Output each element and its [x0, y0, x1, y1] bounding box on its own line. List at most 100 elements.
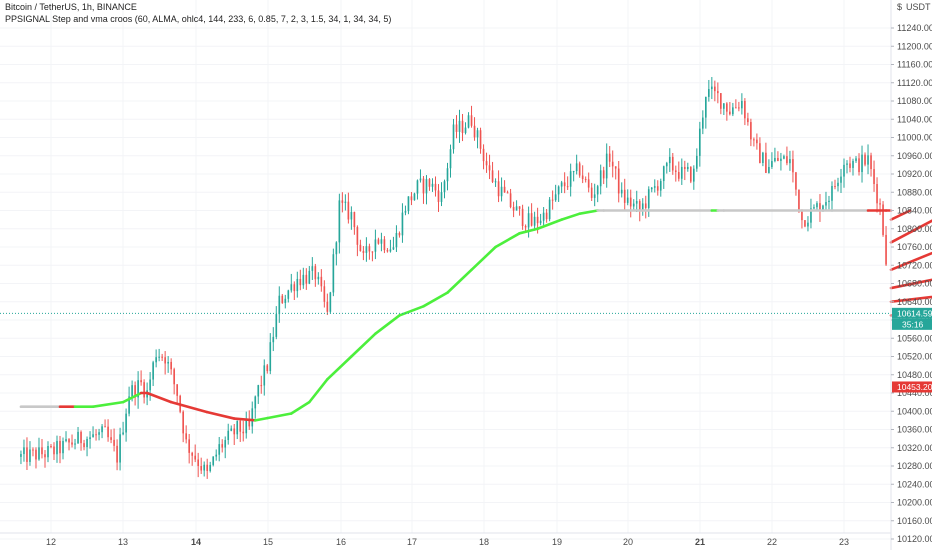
- candle[interactable]: [774, 147, 776, 163]
- candle[interactable]: [711, 77, 713, 100]
- candle[interactable]: [674, 165, 677, 182]
- candle[interactable]: [686, 162, 689, 172]
- candle[interactable]: [419, 169, 422, 183]
- candle[interactable]: [47, 441, 49, 463]
- candle[interactable]: [101, 424, 103, 439]
- candle[interactable]: [575, 154, 578, 175]
- candle[interactable]: [701, 110, 704, 135]
- candle[interactable]: [503, 180, 506, 193]
- candle[interactable]: [233, 423, 236, 445]
- candle[interactable]: [852, 158, 854, 176]
- candles[interactable]: [20, 77, 887, 479]
- candle[interactable]: [425, 175, 428, 205]
- candle[interactable]: [218, 436, 221, 462]
- candle[interactable]: [608, 146, 611, 168]
- candle[interactable]: [494, 178, 497, 187]
- candle[interactable]: [164, 351, 166, 375]
- candle[interactable]: [659, 178, 662, 197]
- candle[interactable]: [530, 203, 533, 227]
- price-axis[interactable]: 11240.00 11200.00 11160.00 11120.00 11080.00…: [891, 23, 932, 544]
- candle[interactable]: [137, 371, 139, 409]
- candle[interactable]: [864, 152, 866, 167]
- candle[interactable]: [311, 257, 314, 280]
- candle[interactable]: [317, 272, 320, 285]
- candle[interactable]: [479, 127, 482, 154]
- candle[interactable]: [542, 207, 545, 228]
- candle[interactable]: [350, 206, 353, 230]
- candle[interactable]: [587, 172, 590, 193]
- candle[interactable]: [413, 192, 416, 201]
- candle[interactable]: [395, 225, 398, 252]
- candle[interactable]: [50, 444, 52, 449]
- candle[interactable]: [548, 197, 551, 222]
- candle[interactable]: [656, 180, 659, 196]
- candle[interactable]: [695, 148, 698, 172]
- candle[interactable]: [200, 457, 203, 474]
- time-axis[interactable]: 12 13 14 15 16 17 18 19 20 21 22 23: [46, 537, 849, 547]
- candle[interactable]: [380, 232, 383, 252]
- candle[interactable]: [455, 115, 458, 139]
- candle[interactable]: [708, 79, 710, 102]
- candle[interactable]: [629, 189, 632, 218]
- candle[interactable]: [584, 176, 587, 183]
- candle[interactable]: [290, 273, 293, 293]
- candle[interactable]: [314, 263, 317, 287]
- candle[interactable]: [599, 164, 602, 195]
- candle[interactable]: [557, 185, 560, 202]
- candle[interactable]: [338, 193, 341, 254]
- candle[interactable]: [819, 194, 821, 222]
- candle[interactable]: [683, 160, 686, 181]
- candle[interactable]: [698, 121, 701, 167]
- candle[interactable]: [680, 158, 683, 185]
- candle[interactable]: [422, 175, 425, 204]
- candle[interactable]: [356, 225, 359, 257]
- candle[interactable]: [68, 438, 70, 451]
- candle[interactable]: [476, 127, 479, 149]
- candle[interactable]: [20, 450, 22, 465]
- candle[interactable]: [26, 437, 28, 471]
- candle[interactable]: [729, 101, 731, 116]
- candle[interactable]: [74, 438, 76, 450]
- candle[interactable]: [434, 176, 437, 197]
- candle[interactable]: [563, 172, 566, 194]
- candle[interactable]: [689, 166, 692, 184]
- candle[interactable]: [32, 447, 34, 457]
- candle[interactable]: [227, 423, 230, 445]
- candle[interactable]: [254, 395, 257, 419]
- candle[interactable]: [140, 370, 142, 386]
- candle[interactable]: [62, 437, 64, 460]
- candle[interactable]: [98, 428, 100, 441]
- candle[interactable]: [53, 442, 55, 461]
- candle[interactable]: [242, 420, 245, 442]
- candle[interactable]: [717, 82, 719, 104]
- candle[interactable]: [858, 153, 860, 176]
- candle[interactable]: [816, 201, 818, 211]
- candle[interactable]: [641, 198, 644, 216]
- candle[interactable]: [780, 152, 782, 171]
- candle[interactable]: [398, 231, 401, 238]
- candle[interactable]: [840, 168, 842, 194]
- candle[interactable]: [614, 166, 617, 180]
- candle[interactable]: [38, 437, 40, 461]
- candle[interactable]: [122, 421, 124, 436]
- candle[interactable]: [365, 237, 368, 262]
- candle[interactable]: [401, 203, 404, 243]
- candle[interactable]: [593, 183, 596, 207]
- candle[interactable]: [560, 180, 563, 194]
- candle[interactable]: [635, 190, 638, 213]
- candle[interactable]: [768, 159, 770, 174]
- candle[interactable]: [371, 251, 374, 262]
- candle[interactable]: [158, 348, 160, 362]
- candle[interactable]: [272, 327, 275, 352]
- candle[interactable]: [720, 93, 722, 115]
- candle[interactable]: [104, 419, 106, 428]
- candle[interactable]: [41, 439, 43, 459]
- candle[interactable]: [497, 170, 500, 203]
- candle[interactable]: [107, 419, 109, 442]
- candle[interactable]: [260, 375, 263, 394]
- candle[interactable]: [783, 154, 785, 160]
- currency-label[interactable]: $ USDT: [897, 2, 931, 12]
- candle[interactable]: [281, 293, 284, 304]
- candle[interactable]: [545, 209, 548, 223]
- candle[interactable]: [512, 201, 515, 218]
